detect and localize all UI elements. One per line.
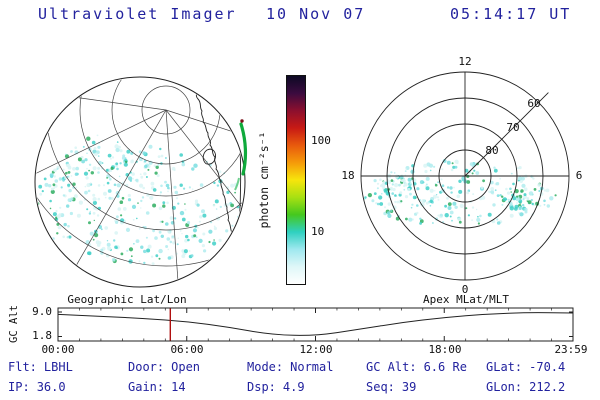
status-gcalt-label: GC Alt: [366,360,417,374]
status-glon-label: GLon: [486,380,523,394]
apex-mlt-6-label: 6 [575,169,583,182]
status-dsp: Dsp: 4.9 [247,380,305,394]
apex-mlt-18-label: 18 [341,169,355,182]
status-door-label: Door: [128,360,165,374]
timeline-ylabel: GC Alt [8,305,20,343]
status-glon: GLon: 212.2 [486,380,565,394]
status-glat: GLat: -70.4 [486,360,565,374]
status-gcalt: GC Alt: 6.6 Re [366,360,467,374]
status-gain-value: 14 [171,380,186,394]
apex-mlt-0-label: 0 [461,283,469,296]
status-flt-label: Flt: [8,360,37,374]
status-seq: Seq: 39 [366,380,416,394]
status-door-value: Open [171,360,201,374]
apex-mlat-80-label: 80 [485,144,499,157]
status-seq-label: Seq: [366,380,395,394]
apex-panel-label: Apex MLat/MLT [422,293,510,306]
timeline-ytick-9: 9.0 [32,305,52,318]
header-time: 05:14:17 UT [450,5,572,23]
status-glat-value: -70.4 [529,360,566,374]
timeline-xtick-1800: 18:00 [428,343,462,356]
status-mode-label: Mode: [247,360,284,374]
status-dsp-label: Dsp: [247,380,276,394]
status-gcalt-value: 6.6 Re [423,360,467,374]
apex-mlat-60-label: 60 [527,97,541,110]
status-flt-value: LBHL [43,360,73,374]
status-ip-label: IP: [8,380,30,394]
status-glat-label: GLat: [486,360,523,374]
timeline-xtick-0600: 06:00 [170,343,204,356]
app-title: Ultraviolet Imager [38,5,237,23]
status-glon-value: 212.2 [529,380,566,394]
apex-mlat-70-label: 70 [506,121,520,134]
status-dsp-value: 4.9 [282,380,305,394]
status-seq-value: 39 [401,380,417,394]
colorbar [286,75,306,285]
header-date: 10 Nov 07 [266,5,366,23]
timeline-ytick-18: 1.8 [32,329,52,342]
timeline-xtick-1200: 12:00 [299,343,333,356]
colorbar-tick-10: 10 [311,225,325,238]
status-ip-value: 36.0 [36,380,66,394]
status-ip: IP: 36.0 [8,380,66,394]
colorbar-label: photon cm⁻²s⁻¹ [257,131,271,229]
status-gain: Gain: 14 [128,380,186,394]
status-flt: Flt: LBHL [8,360,73,374]
status-door: Door: Open [128,360,200,374]
geo-panel-label: Geographic Lat/Lon [67,293,187,306]
status-mode-value: Normal [290,360,334,374]
apex-mlt-12-label: 12 [458,55,472,68]
colorbar-tick-100: 100 [311,134,331,147]
status-mode: Mode: Normal [247,360,333,374]
timeline-xtick-0000: 00:00 [41,343,75,356]
status-gain-label: Gain: [128,380,165,394]
timeline-xtick-2359: 23:59 [554,343,588,356]
